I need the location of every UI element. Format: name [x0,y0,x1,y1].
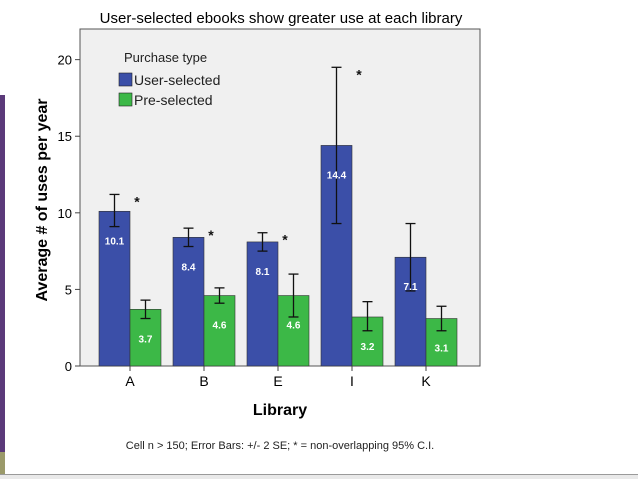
x-tick-label: A [125,373,135,389]
significance-marker: * [356,66,362,82]
data-label: 7.1 [404,282,418,293]
data-label: 8.4 [182,262,196,273]
data-label: 3.1 [435,344,449,355]
bar-chart: User-selected ebooks show greater use at… [34,10,481,419]
y-tick-label: 10 [58,206,72,221]
data-label: 3.7 [139,334,153,345]
data-label: 4.6 [213,321,227,332]
chart-title: User-selected ebooks show greater use at… [100,10,463,27]
bar-user-selected-E [246,241,279,367]
significance-marker: * [208,227,214,243]
slide-accent-bar-lower [0,452,5,474]
x-axis-label: Library [253,402,307,419]
data-label: 4.6 [287,321,301,332]
y-tick-label: 20 [58,53,72,68]
legend-title: Purchase type [124,50,207,65]
x-tick-label: E [273,373,282,389]
legend-swatch-user-selected [118,72,133,87]
legend-swatch-pre-selected [118,92,133,107]
y-tick-label: 5 [65,282,72,297]
significance-marker: * [282,232,288,248]
data-label: 3.2 [361,342,375,353]
chart-footnote: Cell n > 150; Error Bars: +/- 2 SE; * = … [125,440,435,452]
legend-label-user-selected: User-selected [134,72,220,88]
slide-bottom-shade [0,475,638,479]
x-tick-label: B [199,373,208,389]
slide-bottom-rule [0,474,638,475]
y-tick-label: 0 [65,359,72,374]
data-label: 10.1 [105,236,125,247]
bar-user-selected-B [172,237,205,367]
y-axis-label: Average # of uses per year [34,98,51,301]
data-label: 8.1 [256,267,270,278]
data-label: 14.4 [327,170,347,181]
legend-label-pre-selected: Pre-selected [134,92,213,108]
x-tick-label: K [421,373,431,389]
significance-marker: * [134,193,140,209]
legend: Purchase type User-selected Pre-selected [118,50,220,108]
bar-pre-selected-B [203,295,236,367]
x-tick-label: I [350,373,354,389]
slide-accent-bar [0,95,5,452]
y-tick-label: 15 [58,129,72,144]
bar-user-selected-A [98,210,131,367]
